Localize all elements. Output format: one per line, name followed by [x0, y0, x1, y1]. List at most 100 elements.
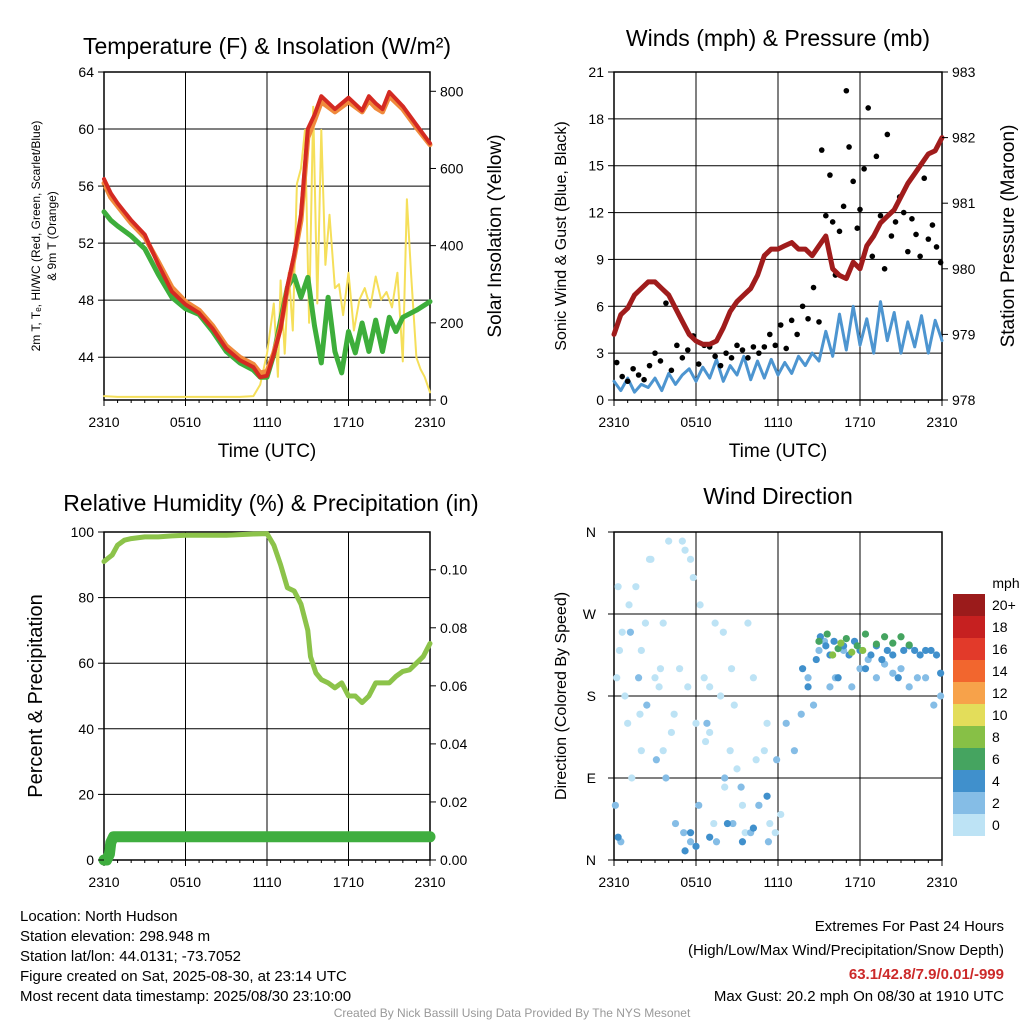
direction-point	[676, 665, 684, 673]
y2-tick-label: 0.08	[440, 620, 467, 636]
y2-tick-label: 0.04	[440, 736, 467, 752]
y2-tick-label: 0.10	[440, 562, 467, 578]
y-tick-label: 52	[78, 235, 94, 251]
y-tick-label: 48	[78, 292, 94, 308]
gust-point	[717, 362, 724, 369]
direction-point	[670, 710, 678, 718]
colorbar-swatch	[953, 616, 985, 638]
gust-point	[836, 228, 843, 235]
direction-point	[636, 710, 644, 718]
gust-point	[905, 248, 911, 255]
gust-point	[756, 350, 762, 356]
direction-point	[717, 692, 725, 700]
y-tick-label: 12	[588, 205, 604, 221]
gust-point	[777, 322, 784, 328]
y-tick-label: 64	[78, 64, 94, 80]
gust-point	[840, 203, 847, 210]
direction-point	[637, 646, 645, 655]
gust-point	[734, 342, 740, 349]
direction-point	[678, 537, 686, 545]
direction-point	[804, 674, 812, 682]
direction-point	[826, 683, 834, 691]
colorbar-label: 6	[992, 751, 1000, 767]
direction-point	[837, 639, 845, 647]
y2-tick-label: 0.06	[440, 678, 467, 694]
x-tick-label: 1710	[844, 414, 875, 430]
direction-point	[822, 642, 830, 650]
gust-point	[635, 372, 642, 378]
direction-point	[766, 819, 774, 828]
x-tick-label: 0510	[170, 874, 201, 890]
y2-tick-label: 979	[952, 326, 976, 342]
x-tick-label: 2310	[88, 414, 119, 430]
direction-point	[861, 630, 870, 638]
direction-point	[729, 819, 737, 828]
y-tick-label: 40	[78, 721, 94, 737]
gust-point	[869, 253, 876, 260]
direction-point	[815, 646, 823, 655]
gust-point	[884, 131, 891, 138]
series-solar-insolation	[103, 105, 431, 398]
gust-point	[881, 266, 888, 272]
direction-point	[700, 674, 708, 682]
direction-point	[872, 640, 881, 648]
colorbar-label: 0	[992, 817, 1000, 833]
gust-point	[921, 175, 928, 182]
y-tick-label: 6	[596, 298, 604, 314]
direction-point	[900, 646, 908, 655]
direction-point	[625, 601, 633, 609]
colorbar-label: 8	[992, 729, 1000, 745]
x-axis-label: Time (UTC)	[218, 441, 317, 462]
colorbar-swatch	[953, 660, 985, 682]
colorbar-swatch	[953, 748, 985, 770]
direction-point	[790, 747, 799, 755]
direction-point	[662, 774, 670, 782]
plot-frame-1	[613, 71, 943, 401]
gust-point	[685, 347, 691, 353]
y-tick-label: W	[583, 606, 597, 622]
colorbar-swatch	[953, 682, 985, 704]
max-gust-text: Max Gust: 20.2 mph On 08/30 at 1910 UTC	[713, 988, 1004, 1005]
gust-point	[624, 378, 631, 385]
direction-point	[905, 641, 913, 649]
gust-point	[646, 362, 653, 369]
gust-point	[663, 300, 669, 306]
direction-point	[643, 701, 651, 709]
x-tick-label: 1110	[252, 414, 281, 430]
direction-point	[809, 701, 818, 709]
gust-point	[913, 231, 919, 238]
x-tick-label: 2310	[414, 414, 445, 430]
direction-point	[889, 669, 897, 677]
direction-point	[692, 719, 700, 727]
direction-point	[867, 651, 875, 659]
direction-point	[681, 847, 689, 855]
direction-point	[680, 829, 688, 837]
direction-point	[842, 635, 850, 643]
x-tick-label: 2310	[88, 874, 119, 890]
direction-point	[760, 747, 768, 755]
y-tick-label: 80	[78, 590, 94, 606]
direction-point	[737, 783, 745, 791]
direction-point	[665, 537, 673, 545]
direction-point	[614, 833, 622, 841]
direction-point	[692, 842, 700, 850]
colorbar-swatch	[953, 594, 985, 616]
credit-text: Created By Nick Bassill Using Data Provi…	[333, 1006, 691, 1020]
direction-point	[626, 628, 635, 636]
direction-point	[655, 683, 663, 691]
direction-point	[749, 824, 758, 832]
direction-point	[922, 674, 930, 682]
direction-point	[624, 719, 632, 727]
y-tick-label: 3	[596, 345, 604, 361]
latlon-text: Station lat/lon: 44.0131; -73.7052	[20, 948, 242, 965]
direction-point	[937, 692, 945, 700]
colorbar-label: 12	[992, 685, 1008, 701]
direction-point	[932, 651, 941, 659]
colorbar-swatch	[953, 638, 985, 660]
direction-point	[861, 665, 870, 673]
colorbar-label: 2	[992, 795, 1000, 811]
y-tick-label: 20	[78, 786, 94, 802]
y-axis-label: Direction (Colored By Speed)	[553, 592, 570, 800]
direction-point	[799, 665, 807, 673]
direction-point	[927, 646, 935, 655]
